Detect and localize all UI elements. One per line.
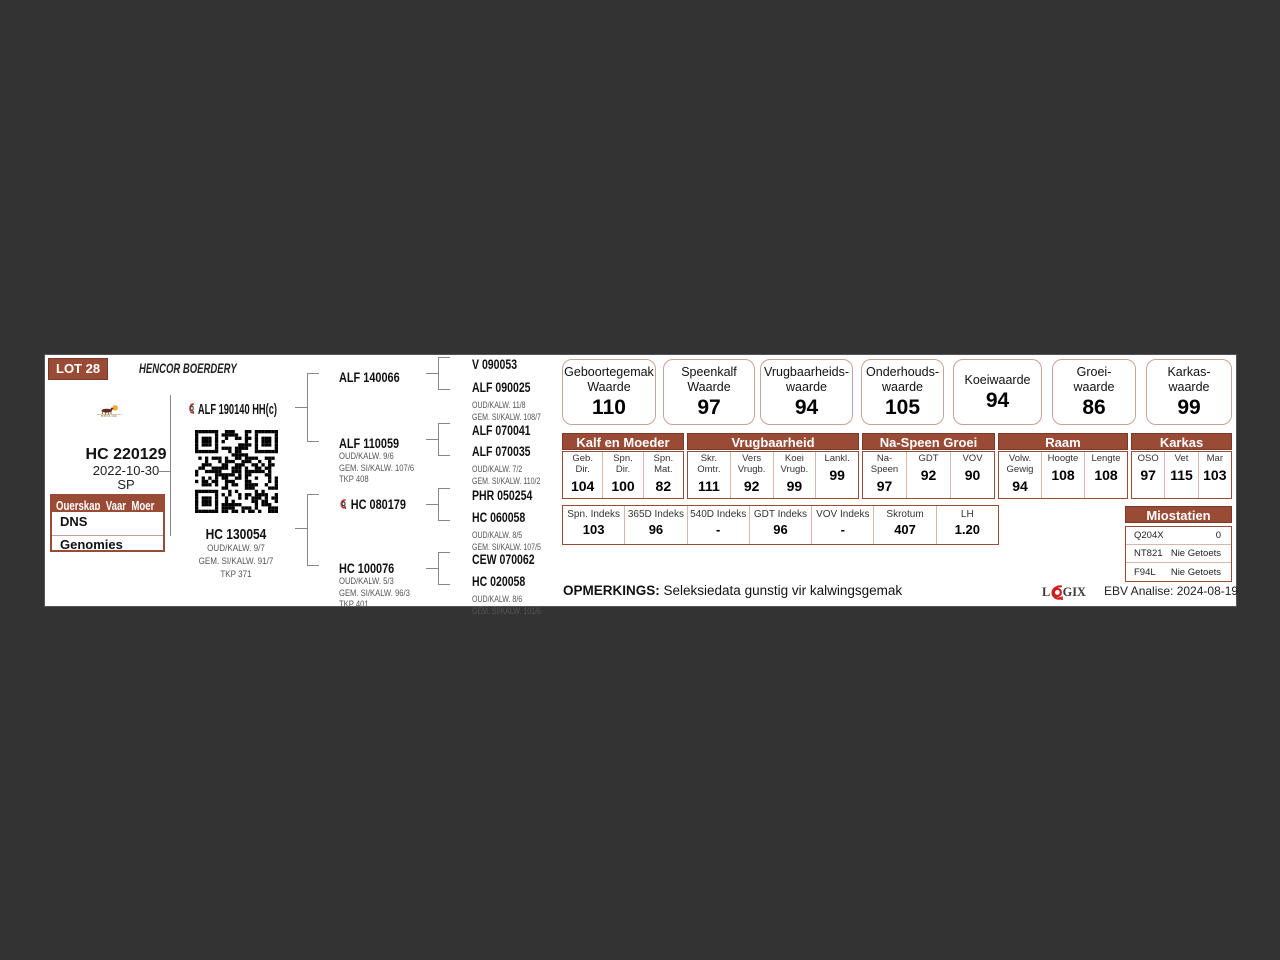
svg-text:L: L — [1042, 585, 1050, 599]
svg-text:GIX: GIX — [1063, 585, 1086, 599]
